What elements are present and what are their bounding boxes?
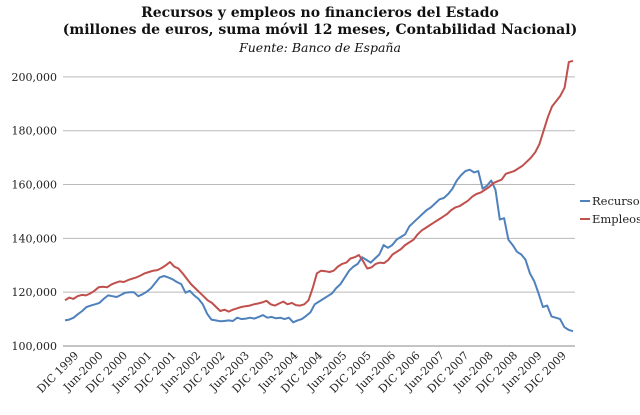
y-tick-label: 140,000 — [12, 232, 58, 245]
legend: Recursos Empleos — [580, 194, 640, 226]
series-line-empleos — [64, 59, 574, 313]
axis-layer: 100,000 120,000 140,000 160,000 180,000 200,0… — [12, 71, 575, 396]
series-line-recursos — [64, 168, 574, 333]
chart-subtitle: (millones de euros, suma móvil 12 meses,… — [62, 22, 578, 38]
series-layer — [64, 59, 574, 333]
y-tick-label: 180,000 — [12, 125, 58, 138]
chart-source: Fuente: Banco de España — [239, 40, 401, 55]
legend-label: Empleos — [592, 212, 640, 226]
y-tick-label: 120,000 — [12, 286, 58, 299]
y-tick-label: 160,000 — [12, 179, 58, 192]
chart-title: Recursos y empleos no financieros del Es… — [0, 5, 640, 39]
chart-title-line: Recursos y empleos no financieros del Es… — [141, 5, 499, 21]
grid-layer — [63, 76, 575, 293]
y-tick-label: 200,000 — [12, 71, 58, 84]
legend-label: Recursos — [592, 194, 640, 208]
y-tick-label: 100,000 — [12, 340, 58, 353]
